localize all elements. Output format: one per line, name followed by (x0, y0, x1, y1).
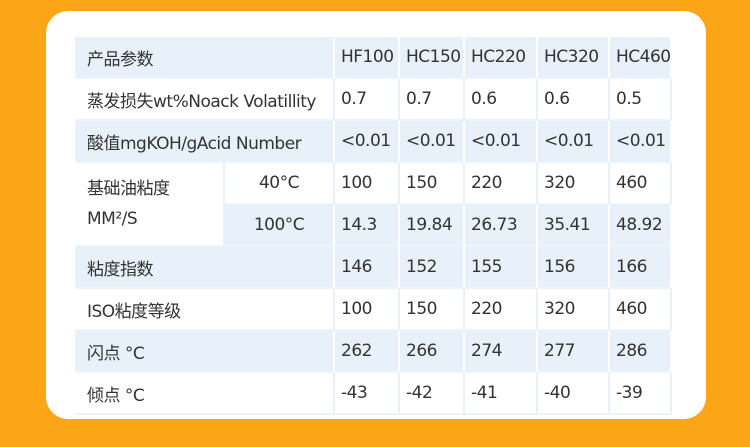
row-label: 倾点 °C (75, 373, 335, 415)
value-cell: 277 (538, 331, 610, 373)
value-cell: 156 (538, 247, 610, 289)
row-label: ISO粘度等级 (75, 289, 335, 331)
value-cell: -40 (538, 373, 610, 415)
header-cell: HC320 (538, 37, 610, 79)
value-cell: 35.41 (538, 205, 610, 247)
header-cell: HF100 (335, 37, 400, 79)
value-cell: 26.73 (465, 205, 538, 247)
value-cell: 146 (335, 247, 400, 289)
value-cell: 460 (610, 163, 672, 205)
value-cell: <0.01 (610, 121, 672, 163)
value-cell: 19.84 (400, 205, 465, 247)
header-cell: HC220 (465, 37, 538, 79)
row-label: 蒸发损失wt%Noack Volatillity (75, 79, 335, 121)
value-cell: 220 (465, 163, 538, 205)
row-label: 基础油粘度 MM²/S (75, 163, 225, 247)
row-label: 粘度指数 (75, 247, 335, 289)
value-cell: 0.6 (538, 79, 610, 121)
value-cell: 0.7 (335, 79, 400, 121)
value-cell: 150 (400, 163, 465, 205)
sub-label: 100°C (225, 205, 335, 247)
value-cell: 0.6 (465, 79, 538, 121)
value-cell: 262 (335, 331, 400, 373)
header-label: 产品参数 (75, 37, 335, 79)
value-cell: <0.01 (400, 121, 465, 163)
value-cell: 320 (538, 163, 610, 205)
value-cell: 166 (610, 247, 672, 289)
value-cell: 266 (400, 331, 465, 373)
value-cell: 274 (465, 331, 538, 373)
value-cell: 48.92 (610, 205, 672, 247)
row-label: 闪点 °C (75, 331, 335, 373)
value-cell: 152 (400, 247, 465, 289)
value-cell: 150 (400, 289, 465, 331)
value-cell: -42 (400, 373, 465, 415)
value-cell: <0.01 (538, 121, 610, 163)
value-cell: 100 (335, 163, 400, 205)
value-cell: 320 (538, 289, 610, 331)
value-cell: <0.01 (465, 121, 538, 163)
value-cell: 460 (610, 289, 672, 331)
value-cell: <0.01 (335, 121, 400, 163)
value-cell: -43 (335, 373, 400, 415)
value-cell: 14.3 (335, 205, 400, 247)
value-cell: 155 (465, 247, 538, 289)
label-line: MM²/S (87, 209, 138, 229)
value-cell: 0.5 (610, 79, 672, 121)
header-cell: HC150 (400, 37, 465, 79)
sub-label: 40°C (225, 163, 335, 205)
value-cell: 286 (610, 331, 672, 373)
value-cell: -39 (610, 373, 672, 415)
value-cell: -41 (465, 373, 538, 415)
header-cell: HC460 (610, 37, 672, 79)
value-cell: 220 (465, 289, 538, 331)
value-cell: 0.7 (400, 79, 465, 121)
row-label: 酸值mgKOH/gAcid Number (75, 121, 335, 163)
label-line: 基础油粘度 (87, 179, 170, 199)
value-cell: 100 (335, 289, 400, 331)
